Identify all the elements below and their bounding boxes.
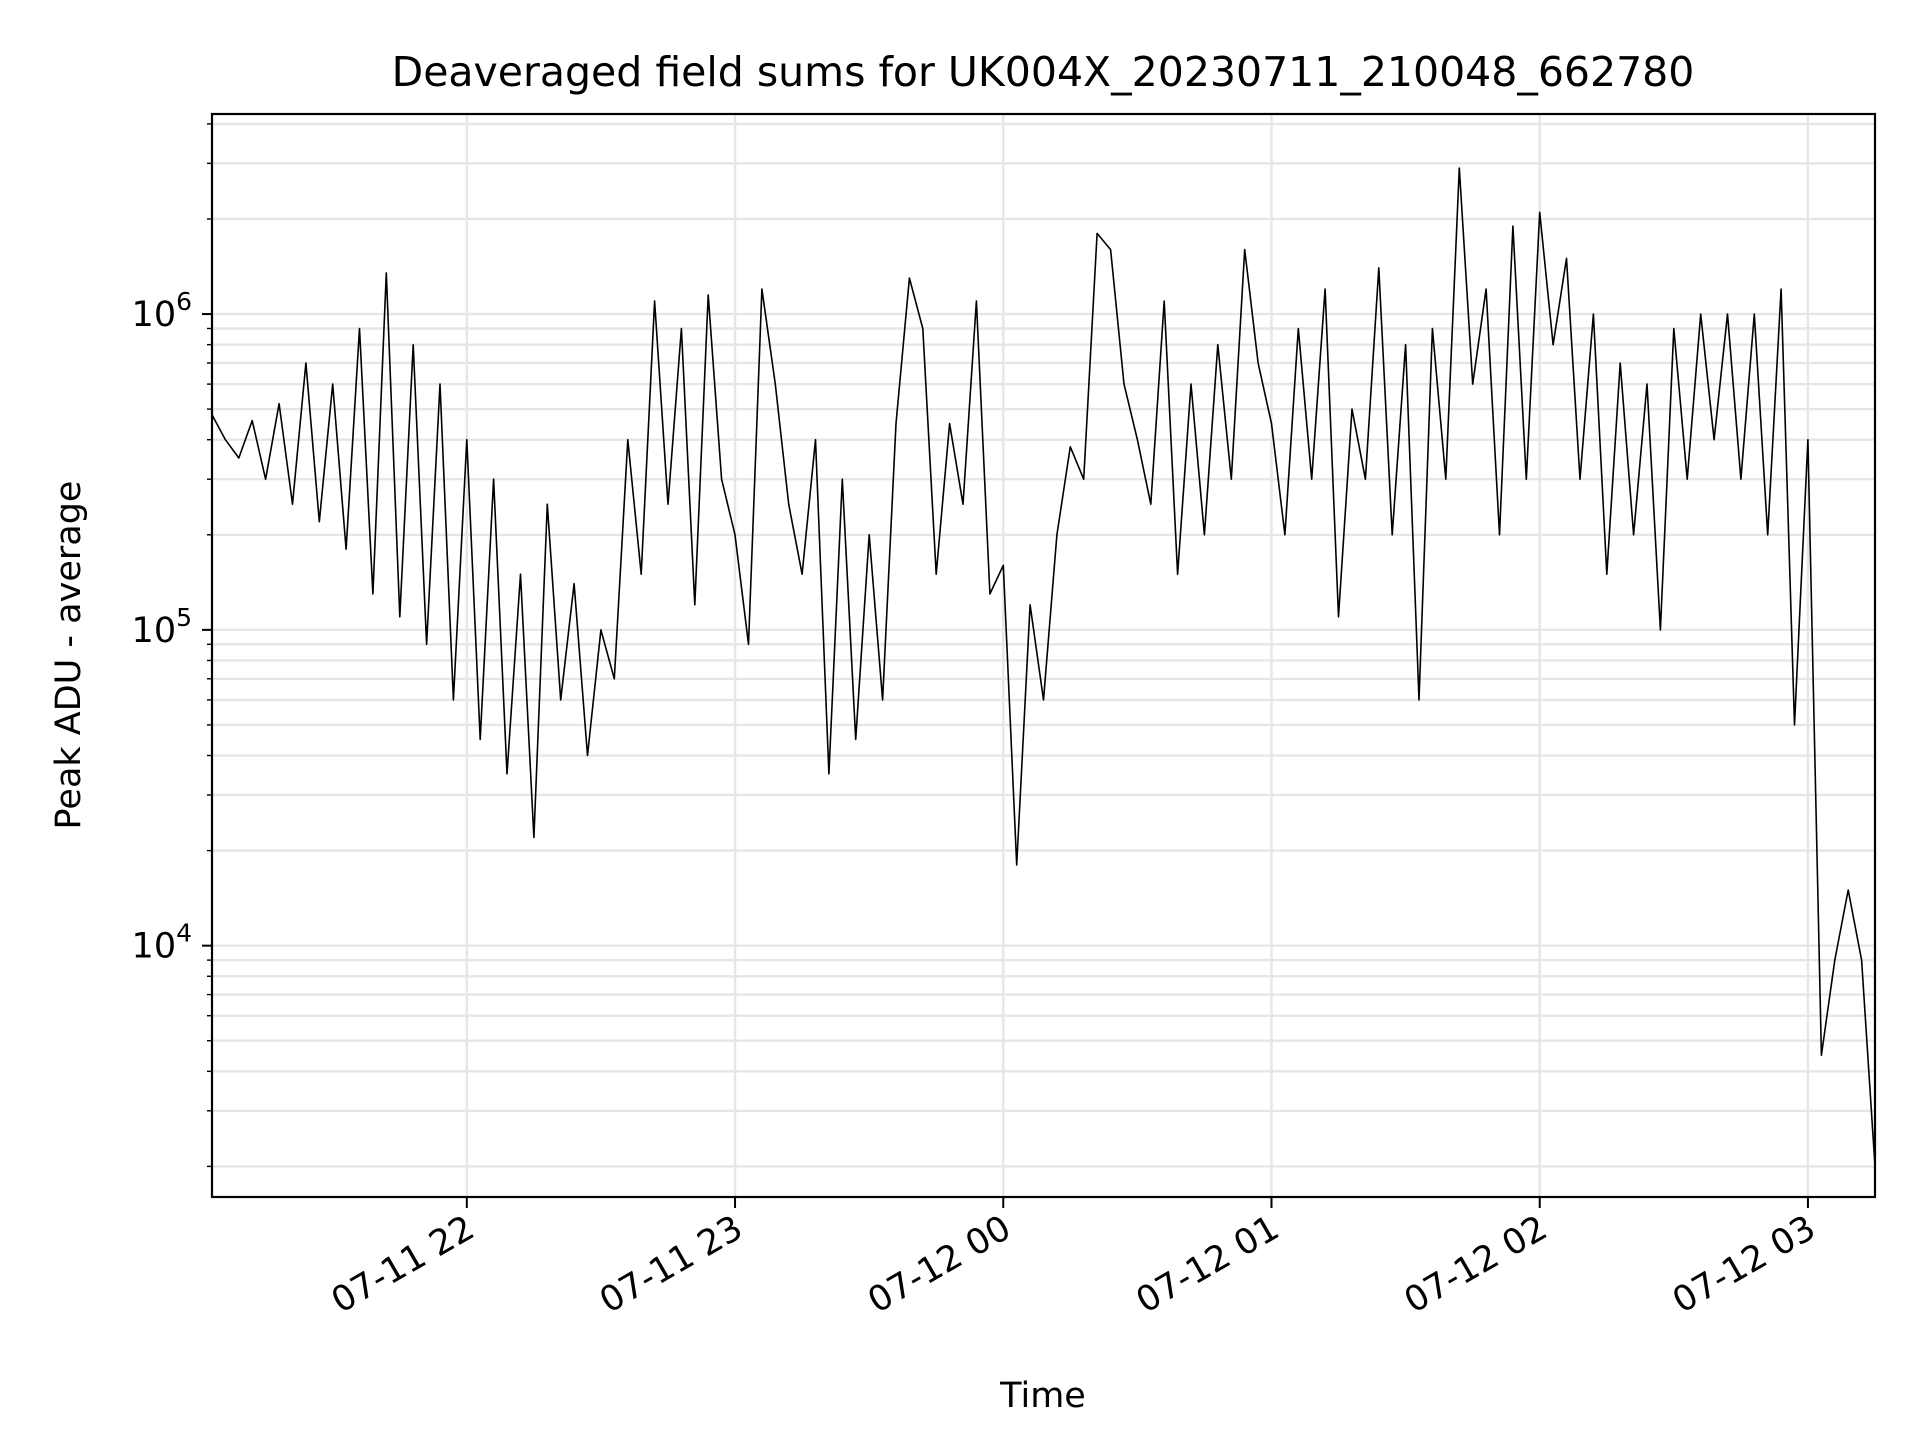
plot-frame xyxy=(210,112,1877,1199)
x-axis-title: Time xyxy=(999,1376,1086,1416)
series-layer xyxy=(211,167,1876,1167)
y-axis-title: Peak ADU - average xyxy=(49,481,89,830)
y-tick-label: 105 xyxy=(132,603,192,651)
ticks xyxy=(202,123,1809,1208)
chart-title: Deaveraged field sums for UK004X_2023071… xyxy=(392,48,1695,96)
y-tick-labels: 104 105 106 xyxy=(132,287,192,967)
series-line xyxy=(211,167,1876,1167)
y-tick-label: 106 xyxy=(132,287,192,335)
y-tick-label: 104 xyxy=(132,919,192,967)
